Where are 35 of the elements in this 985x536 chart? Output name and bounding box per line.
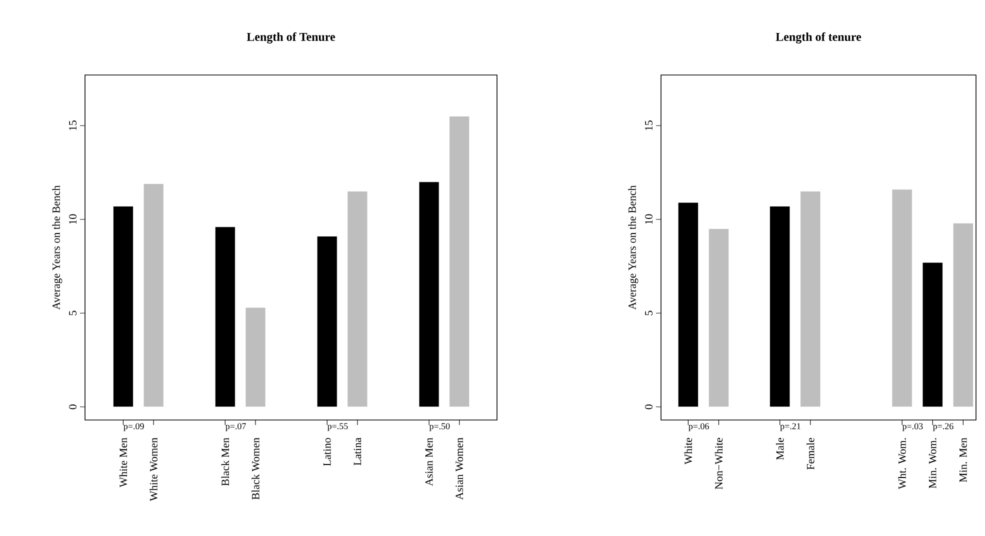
text: p=.06 [688, 423, 709, 432]
text: p=.21 [780, 423, 800, 432]
x-tick-label: Non−White [714, 438, 723, 490]
text: p=.03 [902, 423, 923, 432]
x-tick-label: Black Men [221, 438, 230, 486]
y-axis-title: Average Years on the Bench [628, 185, 638, 310]
y-tick-label: 10 [645, 214, 652, 224]
x-tick-label: White [684, 438, 692, 464]
x-tick-label: Female [806, 438, 814, 470]
text: p=.50 [429, 423, 450, 432]
y-tick-label: 5 [645, 310, 652, 316]
x-tick-label: Min. Wom. [928, 438, 936, 488]
y-tick-label: 10 [69, 214, 76, 224]
x-tick-label: Wht. Wom. [898, 438, 906, 490]
y-tick-label: 5 [69, 310, 76, 316]
y-tick-label: 15 [645, 120, 652, 130]
chart-title: Length of tenure [776, 32, 862, 44]
text: p=.26 [932, 423, 954, 432]
text: p=.09 [124, 423, 144, 432]
x-tick-label: Min. Men [959, 438, 967, 482]
y-tick-label: 15 [69, 120, 76, 130]
x-tick-label: Latino [323, 438, 331, 466]
x-tick-label: Asian Women [456, 438, 464, 500]
x-tick-label: Asian Men [425, 438, 433, 486]
y-axis-title: Average Years on the Bench [52, 185, 62, 310]
x-tick-label: Male [776, 438, 784, 460]
text: p=.07 [226, 423, 246, 432]
y-tick-label: 0 [69, 404, 76, 410]
y-tick-label: 0 [645, 404, 652, 410]
text: p=.55 [327, 423, 348, 432]
x-tick-label: White Women [150, 438, 158, 502]
x-tick-label: White Men [119, 438, 128, 488]
chart-title: Length of Tenure [246, 32, 336, 44]
x-tick-label: Black Women [252, 438, 260, 500]
x-tick-label: Latina [354, 438, 362, 466]
